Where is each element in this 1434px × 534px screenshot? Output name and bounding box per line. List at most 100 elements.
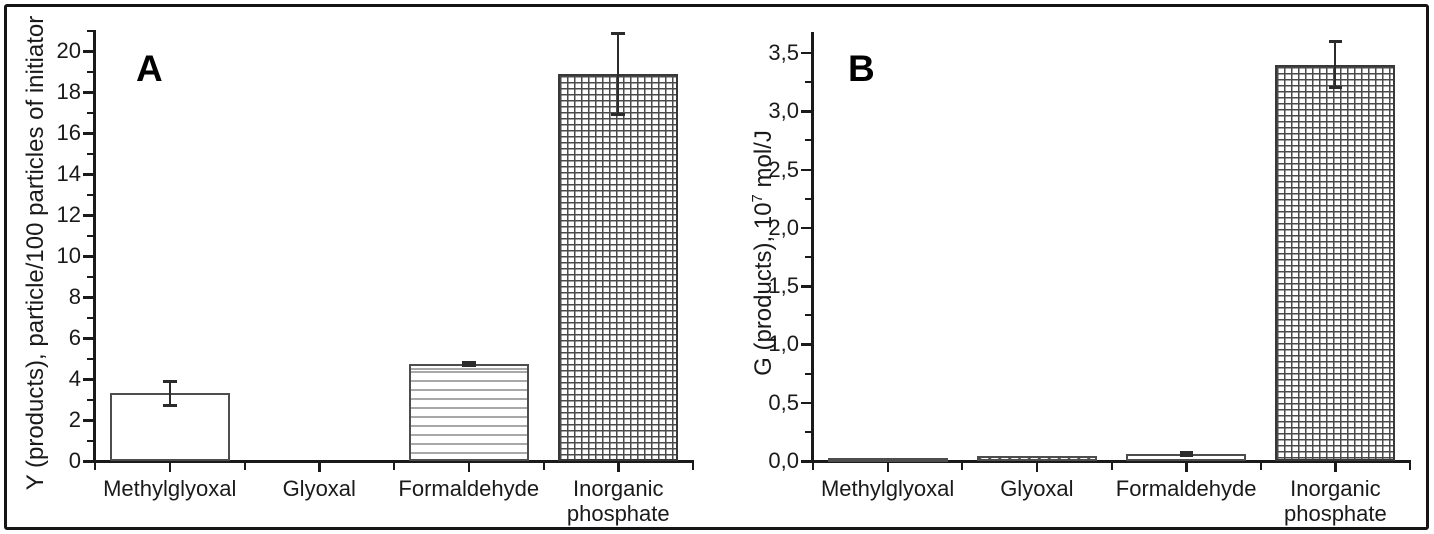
x-axis-line — [811, 460, 1411, 463]
x-category-tick — [1035, 463, 1039, 472]
y-minor-tick — [87, 439, 93, 442]
x-category-tick — [1334, 463, 1337, 472]
x-category-tick — [318, 463, 321, 472]
y-minor-tick — [805, 81, 811, 84]
panel-a-letter: A — [136, 48, 163, 89]
y-minor-tick — [805, 314, 811, 317]
y-major-tick — [83, 91, 93, 94]
category-label-inorganic-phosphate: Inorganic phosphate — [1283, 476, 1387, 526]
x-boundary-tick — [542, 463, 545, 470]
error-bar-cap-top — [1179, 451, 1193, 455]
y-minor-tick — [87, 275, 93, 278]
y-tick-label: 16 — [56, 120, 81, 145]
x-category-tick — [168, 463, 172, 472]
error-bar-cap-bottom — [461, 363, 476, 367]
y-major-tick — [801, 401, 811, 405]
y-minor-tick — [805, 197, 811, 200]
error-bar-cap-top — [611, 31, 626, 35]
y-major-tick — [83, 378, 93, 381]
x-boundary-tick — [1110, 463, 1113, 470]
y-minor-tick — [87, 70, 93, 73]
y-minor-tick — [87, 234, 93, 237]
bar-inorganic-phosphate — [558, 73, 679, 461]
y-major-tick — [83, 132, 93, 135]
category-label-glyoxal: Glyoxal — [282, 476, 356, 501]
y-major-tick — [83, 419, 93, 422]
x-category-tick — [1185, 463, 1188, 472]
y-tick-label: 3,0 — [768, 98, 799, 124]
error-bar-methylglyoxal — [168, 381, 171, 406]
y-major-tick — [83, 337, 93, 340]
bar-formaldehyde — [408, 363, 529, 461]
category-label-inorganic-phosphate: Inorganic phosphate — [566, 476, 670, 526]
y-tick-label: 0,5 — [768, 389, 799, 415]
y-tick-label: 3,5 — [768, 39, 799, 65]
error-bar-inorganic-phosphate — [1334, 41, 1337, 88]
bar-glyoxal — [976, 456, 1097, 461]
category-label-methylglyoxal: Methylglyoxal — [103, 476, 237, 501]
y-major-tick — [83, 173, 93, 176]
panel-b-letter: B — [848, 48, 875, 89]
bar-inorganic-phosphate — [1275, 64, 1396, 461]
y-tick-label: 2,0 — [768, 214, 799, 240]
error-bar-cap-top — [162, 380, 177, 384]
y-major-tick — [801, 168, 811, 171]
error-bar-cap-bottom — [1179, 453, 1193, 457]
y-minor-tick — [87, 316, 93, 319]
error-bar-formaldehyde — [467, 361, 470, 366]
bar-methylglyoxal — [827, 457, 948, 462]
y-major-tick — [83, 296, 93, 299]
panel-b-y-axis-title: G (products), 107 mol/J — [743, 85, 777, 421]
y-tick-label: 4 — [68, 366, 81, 391]
y-minor-tick — [87, 29, 93, 32]
category-label-glyoxal: Glyoxal — [1000, 476, 1074, 501]
error-bar-cap-top — [461, 360, 476, 364]
x-boundary-tick — [812, 463, 814, 470]
y-minor-tick — [805, 430, 811, 433]
y-major-tick — [801, 110, 811, 113]
y-minor-tick — [805, 139, 811, 142]
y-tick-label: 0 — [68, 448, 81, 473]
y-minor-tick — [87, 398, 93, 401]
y-major-tick — [83, 460, 93, 463]
y-tick-label: 20 — [56, 38, 81, 63]
x-category-tick — [467, 463, 471, 472]
panel-b-y-axis-title-sup: 7 — [750, 194, 766, 203]
category-label-formaldehyde: Formaldehyde — [398, 476, 540, 501]
error-bar-inorganic-phosphate — [617, 32, 620, 115]
x-category-tick — [886, 463, 890, 472]
y-major-tick — [83, 255, 93, 258]
y-minor-tick — [87, 111, 93, 114]
x-boundary-tick — [1259, 463, 1262, 470]
y-major-tick — [801, 460, 811, 463]
category-label-methylglyoxal: Methylglyoxal — [820, 476, 955, 501]
y-axis-line — [93, 30, 96, 463]
error-bar-cap-bottom — [1328, 85, 1342, 89]
y-minor-tick — [87, 357, 93, 360]
y-tick-label: 14 — [56, 161, 81, 186]
x-boundary-tick — [1409, 463, 1411, 470]
y-tick-label: 6 — [68, 325, 81, 350]
y-tick-label: 1,5 — [768, 273, 799, 299]
x-axis-line — [93, 460, 694, 463]
y-tick-label: 2,5 — [768, 156, 799, 182]
y-axis-line — [811, 32, 814, 463]
x-boundary-tick — [692, 463, 694, 470]
y-minor-tick — [805, 255, 811, 258]
y-major-tick — [801, 226, 811, 230]
category-label-formaldehyde: Formaldehyde — [1115, 476, 1257, 501]
y-minor-tick — [87, 193, 93, 196]
y-major-tick — [83, 214, 93, 217]
y-tick-label: 0,0 — [768, 448, 799, 473]
x-boundary-tick — [961, 463, 964, 470]
error-bar-cap-bottom — [611, 112, 626, 116]
x-boundary-tick — [94, 463, 96, 470]
y-tick-label: 18 — [56, 79, 81, 104]
y-minor-tick — [87, 152, 93, 155]
y-tick-label: 10 — [56, 243, 81, 268]
error-bar-cap-top — [1328, 40, 1342, 44]
y-major-tick — [801, 343, 811, 346]
x-category-tick — [617, 463, 620, 472]
y-tick-label: 2 — [68, 407, 81, 432]
